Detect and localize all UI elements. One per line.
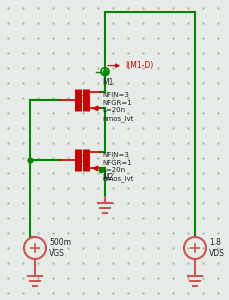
Text: 1.8
VDS: 1.8 VDS	[209, 238, 225, 258]
Text: M1: M1	[102, 78, 113, 87]
Text: M2: M2	[102, 173, 113, 182]
Text: 1: 1	[80, 95, 84, 104]
Text: I(M1-D): I(M1-D)	[125, 61, 153, 70]
Text: NFIN=3
NFGR=1
L=20n
nmos_lvt: NFIN=3 NFGR=1 L=20n nmos_lvt	[102, 152, 134, 182]
Text: NFIN=3
NFGR=1
L=20n
nmos_lvt: NFIN=3 NFGR=1 L=20n nmos_lvt	[102, 92, 134, 122]
Text: 1: 1	[80, 155, 84, 164]
Text: 500m
VGS: 500m VGS	[49, 238, 71, 258]
